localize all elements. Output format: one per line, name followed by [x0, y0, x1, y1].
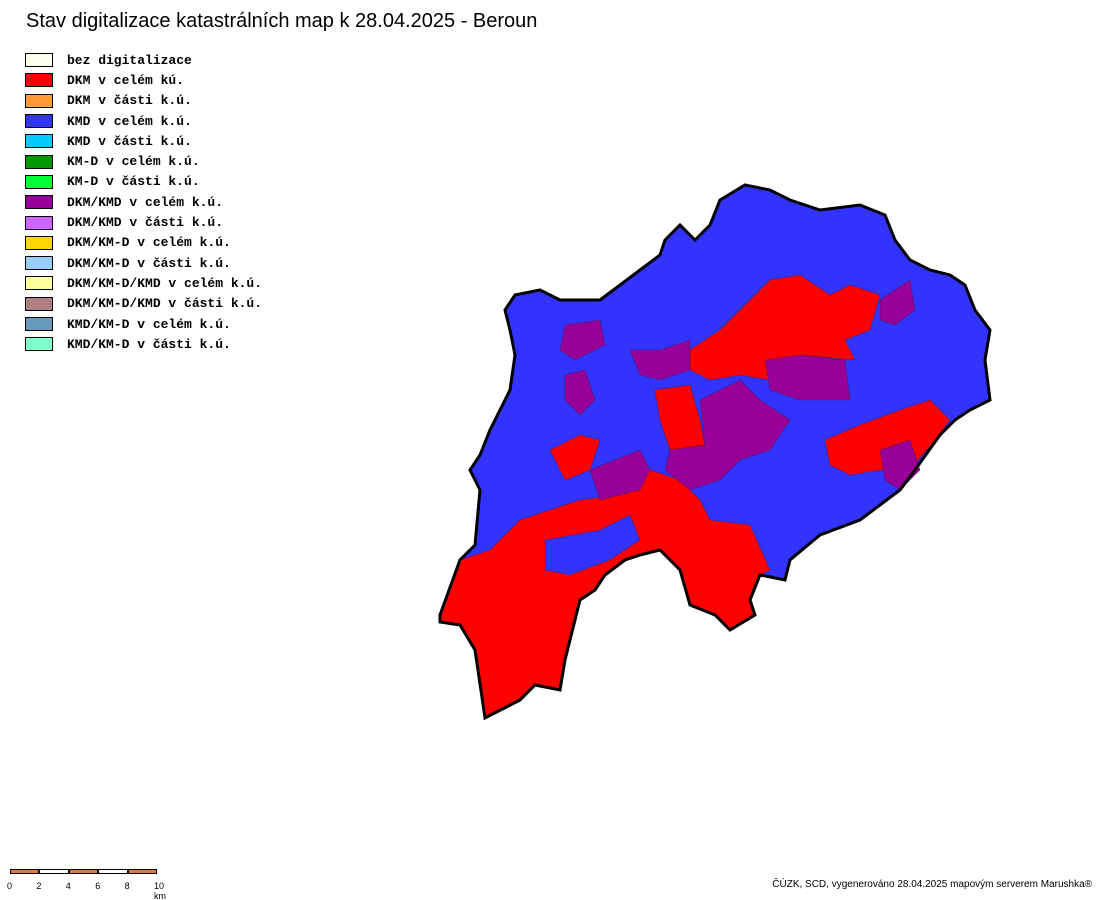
scale-label: 10 km: [154, 881, 166, 900]
legend-item: DKM/KM-D/KMD v části k.ú.: [25, 294, 262, 314]
legend-label: DKM/KMD v celém k.ú.: [67, 194, 224, 210]
scale-label: 2: [36, 881, 42, 891]
legend-item: DKM/KMD v celém k.ú.: [25, 192, 262, 212]
map-title: Stav digitalizace katastrálních map k 28…: [26, 10, 538, 32]
region: [564, 369, 596, 416]
region: [689, 274, 881, 381]
legend-label: DKM/KM-D/KMD v celém k.ú.: [67, 275, 263, 291]
legend-item: KMD v části k.ú.: [25, 131, 262, 151]
legend-item: DKM/KMD v části k.ú.: [25, 212, 262, 232]
scale-label: 0: [7, 881, 13, 891]
legend-swatch: [25, 93, 53, 108]
district-border: [438, 183, 992, 721]
legend-item: KMD v celém k.ú.: [25, 111, 262, 131]
legend-item: KMD/KM-D v části k.ú.: [25, 334, 262, 354]
legend-swatch: [25, 337, 53, 352]
legend-label: KMD v celém k.ú.: [67, 113, 192, 129]
region: [879, 279, 916, 326]
footer: ČÚZK, SCD, vygenerováno 28.04.2025 mapov…: [772, 879, 1092, 890]
legend-label: KMD/KM-D v celém k.ú.: [67, 316, 231, 332]
legend-label: bez digitalizace: [67, 52, 192, 68]
region: [559, 319, 606, 361]
legend-item: DKM/KM-D v části k.ú.: [25, 253, 262, 273]
legend-swatch: [25, 114, 53, 129]
map: [438, 183, 992, 721]
legend-swatch: [25, 317, 53, 331]
legend-label: KMD/KM-D v části k.ú.: [67, 336, 231, 352]
legend-item: bez digitalizace: [25, 50, 262, 70]
region: [629, 339, 691, 381]
scale-segment: [10, 869, 40, 874]
legend-item: DKM v části k.ú.: [25, 91, 262, 111]
legend-label: DKM/KMD v části k.ú.: [67, 215, 224, 231]
legend-item: DKM/KM-D v celém k.ú.: [25, 233, 262, 253]
legend-item: DKM v celém kú.: [25, 70, 262, 90]
legend-swatch: [25, 53, 53, 68]
legend-label: DKM/KM-D v celém k.ú.: [67, 235, 231, 251]
legend-item: KMD/KM-D v celém k.ú.: [25, 314, 262, 334]
region: [589, 449, 651, 501]
legend-label: KMD v části k.ú.: [67, 133, 192, 149]
legend-swatch: [25, 235, 53, 250]
scale-label: 4: [65, 881, 71, 891]
legend-label: KM-D v části k.ú.: [67, 174, 200, 190]
scale-segment: [98, 869, 128, 874]
legend-label: KM-D v celém k.ú.: [67, 154, 200, 170]
legend-swatch: [25, 154, 53, 169]
legend-item: KM-D v celém k.ú.: [25, 151, 262, 171]
legend-swatch: [25, 296, 53, 311]
scale-bar: 0 2 4 6 8 10 km: [7, 869, 170, 900]
scale-label: 6: [95, 881, 101, 891]
legend-label: DKM v celém kú.: [67, 72, 185, 88]
legend-swatch: [25, 256, 53, 271]
legend-label: DKM v části k.ú.: [67, 93, 192, 109]
region: [549, 434, 601, 481]
legend-swatch: [25, 174, 53, 189]
region: [664, 379, 791, 491]
scale-segment: [39, 869, 69, 874]
legend-swatch: [25, 134, 53, 149]
legend-label: DKM/KM-D/KMD v části k.ú.: [67, 296, 263, 312]
legend-item: KM-D v části k.ú.: [25, 172, 262, 192]
legend-swatch: [25, 276, 53, 291]
scale-label: 8: [124, 881, 130, 891]
legend-swatch: [25, 215, 53, 230]
region: [544, 514, 641, 576]
region: [764, 354, 851, 401]
scale-segment: [127, 869, 157, 874]
legend-swatch: [25, 195, 53, 210]
scale-segment: [68, 869, 99, 874]
legend-label: DKM/KM-D v části k.ú.: [67, 255, 231, 271]
legend-swatch: [25, 73, 53, 88]
legend: bez digitalizace DKM v celém kú. DKM v čás…: [25, 50, 262, 354]
legend-item: DKM/KM-D/KMD v celém k.ú.: [25, 273, 262, 293]
